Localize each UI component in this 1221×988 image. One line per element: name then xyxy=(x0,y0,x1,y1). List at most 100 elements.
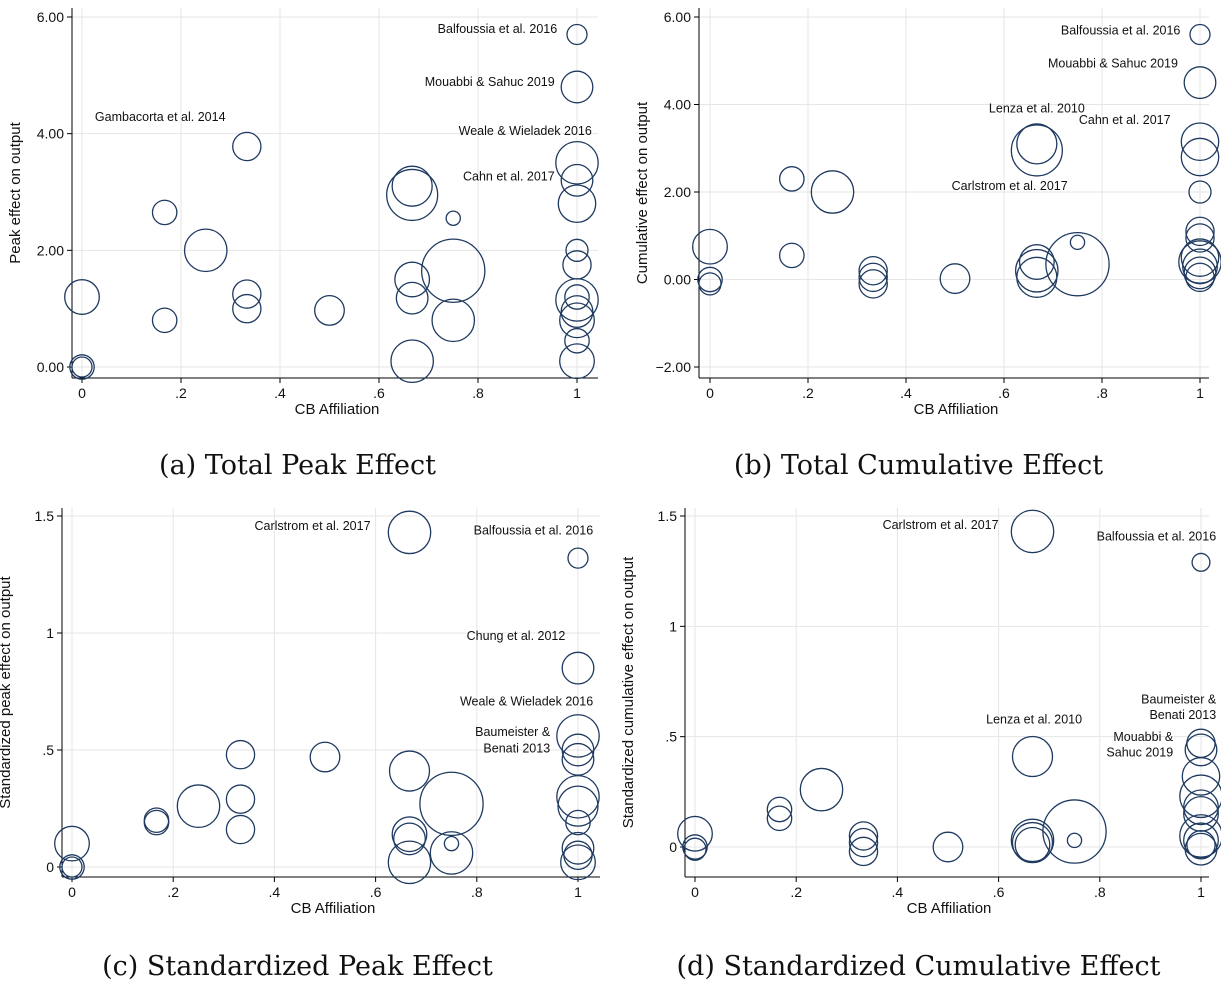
x-tick-label: .6 xyxy=(370,884,382,900)
x-tick-label: .4 xyxy=(900,385,912,401)
data-point xyxy=(1180,122,1220,162)
data-point xyxy=(1182,248,1218,285)
y-tick-label: 2.00 xyxy=(37,242,64,258)
y-axis-title: Peak effect on output xyxy=(7,121,24,263)
data-point xyxy=(143,809,170,836)
data-point xyxy=(848,821,879,851)
data-point xyxy=(555,140,599,185)
data-point xyxy=(386,168,439,222)
x-axis-title: CB Affiliation xyxy=(907,900,992,917)
annotation-label: Balfoussia et al. 2016 xyxy=(438,22,558,36)
data-point xyxy=(565,809,591,836)
data-point xyxy=(560,295,594,329)
data-point xyxy=(1185,216,1215,247)
data-point xyxy=(848,827,879,858)
data-point xyxy=(54,825,90,862)
data-point xyxy=(810,170,855,214)
data-point xyxy=(766,796,793,823)
annotation-label: Mouabbi & Sahuc 2019 xyxy=(425,75,555,89)
chart-standardized-cumulative-effect: 0 .2 .4 .6 .8 1 0 .5 1 1.5 CB Affiliation Standardi… xyxy=(620,508,1221,917)
data-point xyxy=(556,714,600,758)
data-point xyxy=(61,856,83,878)
data-point xyxy=(1183,256,1217,290)
data-point xyxy=(932,831,964,863)
data-point xyxy=(429,831,474,875)
data-point xyxy=(176,784,221,829)
data-point xyxy=(387,510,432,555)
data-point xyxy=(560,163,594,197)
annotation-label: Balfoussia et al. 2016 xyxy=(1061,24,1181,38)
x-tick-label: .4 xyxy=(892,884,904,900)
data-point xyxy=(393,822,426,856)
data-point xyxy=(697,266,723,293)
data-point xyxy=(766,805,793,832)
data-point xyxy=(1184,733,1218,767)
data-point xyxy=(1014,826,1051,863)
data-point xyxy=(314,294,345,326)
x-axis-title: CB Affiliation xyxy=(291,900,376,917)
data-point xyxy=(394,261,431,298)
data-point xyxy=(698,272,722,296)
x-tick-label: .6 xyxy=(998,385,1010,401)
data-point xyxy=(1183,822,1219,859)
data-point xyxy=(556,774,600,819)
y-tick-label: 4.00 xyxy=(664,97,691,113)
data-point xyxy=(309,741,341,773)
data-point xyxy=(559,343,595,380)
annotation-label: Benati 2013 xyxy=(483,741,550,755)
data-point xyxy=(565,238,589,262)
data-point xyxy=(560,70,594,104)
data-point xyxy=(232,279,262,309)
data-point xyxy=(1185,262,1215,293)
data-point xyxy=(561,651,595,685)
data-point xyxy=(225,784,256,814)
data-point xyxy=(560,844,596,881)
data-point xyxy=(1010,509,1055,554)
x-tick-label: .8 xyxy=(472,385,484,401)
annotation-label: Carlstrom et al. 2017 xyxy=(883,518,999,532)
y-tick-label: −2.00 xyxy=(656,359,692,375)
x-axis-title: CB Affiliation xyxy=(295,401,380,418)
data-point xyxy=(420,238,486,303)
annotation-label: Chung et al. 2012 xyxy=(467,629,566,643)
data-point xyxy=(1016,256,1058,298)
y-tick-label: 1 xyxy=(46,625,54,641)
data-point xyxy=(682,834,708,860)
data-point xyxy=(1069,234,1086,251)
x-tick-label: .6 xyxy=(373,385,385,401)
x-tick-label: 1 xyxy=(573,385,581,401)
data-point xyxy=(692,228,728,265)
x-tick-label: 0 xyxy=(68,884,76,900)
data-point xyxy=(1045,231,1110,297)
data-point xyxy=(143,807,170,834)
annotation-label: Mouabbi & Sahuc 2019 xyxy=(1048,56,1178,70)
y-tick-label: 0.00 xyxy=(37,359,64,375)
annotation-label: Cahn et al. 2017 xyxy=(463,169,555,183)
data-point xyxy=(232,293,262,324)
data-point xyxy=(1014,248,1059,293)
annotation-label: Mouabbi & xyxy=(1113,730,1173,744)
data-point xyxy=(778,242,805,269)
data-point xyxy=(677,815,713,852)
x-tick-label: .4 xyxy=(274,385,286,401)
y-tick-label: 0.00 xyxy=(664,272,691,288)
data-point xyxy=(151,307,178,334)
y-axis-title: Standardized cumulative effect on output xyxy=(620,556,637,828)
data-point xyxy=(858,269,888,299)
data-point xyxy=(1183,789,1219,826)
caption-b: (b) Total Cumulative Effect xyxy=(733,450,1104,481)
chart-standardized-peak-effect: 0 .2 .4 .6 .8 1 0 .5 1 1.5 CB Affiliation Standardi… xyxy=(0,508,600,917)
data-point xyxy=(69,354,95,380)
data-point xyxy=(1011,735,1054,778)
x-tick-label: .8 xyxy=(1094,884,1106,900)
x-tick-label: .2 xyxy=(790,884,802,900)
annotation-label: Cahn et al. 2017 xyxy=(1079,113,1171,127)
data-point xyxy=(151,199,178,226)
data-point xyxy=(1180,137,1220,177)
x-tick-label: 1 xyxy=(1197,884,1205,900)
data-point xyxy=(232,131,262,162)
data-point xyxy=(395,281,429,315)
annotation-label: Baumeister & xyxy=(475,725,551,739)
data-point xyxy=(64,279,100,315)
